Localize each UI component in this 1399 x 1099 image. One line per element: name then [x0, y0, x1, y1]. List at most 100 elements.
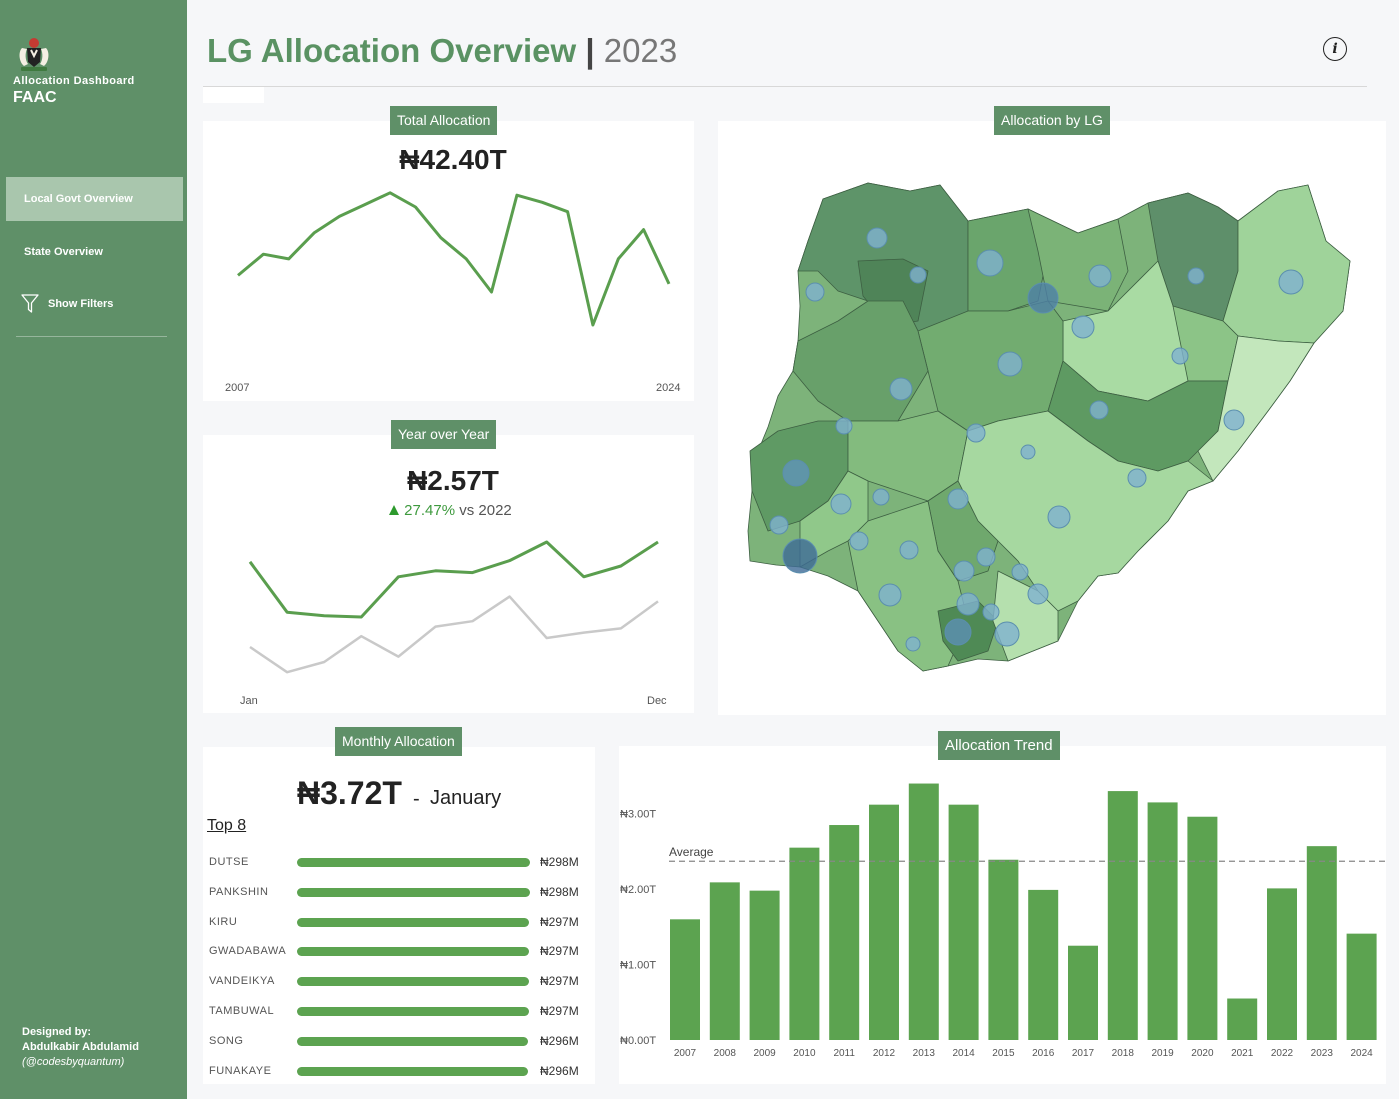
x-tick-label: 2020	[1191, 1048, 1214, 1059]
lg-name: GWADABAWA	[209, 945, 287, 958]
lg-row[interactable]: VANDEIKYA ₦297M	[209, 973, 589, 989]
lg-bar	[297, 887, 530, 897]
x-tick-label: 2014	[952, 1048, 975, 1059]
total-allocation-label: Total Allocation	[390, 106, 498, 135]
lg-name: VANDEIKYA	[209, 975, 275, 988]
lg-row[interactable]: DUTSE ₦298M	[209, 854, 589, 870]
allocation-trend-chart[interactable]: ₦0.00T ₦1.00T ₦2.00T ₦3.00T 2007 2008 2009 201…	[619, 746, 1386, 1084]
x-tick-label: 2009	[753, 1048, 776, 1059]
x-tick-label: 2015	[992, 1048, 1015, 1059]
y-tick-label: ₦2.00T	[620, 884, 656, 896]
lg-bar	[297, 1036, 529, 1046]
trend-bar	[869, 804, 899, 1040]
triangle-up-icon	[389, 505, 399, 515]
trend-bar	[1306, 846, 1337, 1040]
yoy-value: ₦2.57T	[407, 465, 499, 496]
yoy-card	[203, 435, 694, 713]
lg-bar	[297, 977, 530, 987]
total-allocation-sparkline[interactable]	[203, 121, 694, 401]
lg-value: ₦298M	[540, 855, 579, 869]
y-tick-label: ₦0.00T	[620, 1035, 656, 1047]
lg-row[interactable]: KIRU ₦297M	[209, 914, 589, 930]
x-tick-label: 2007	[674, 1048, 697, 1059]
lg-name: TAMBUWAL	[209, 1005, 275, 1017]
x-tick-label: 2016	[1032, 1048, 1055, 1059]
trend-bar	[1028, 889, 1059, 1040]
trend-bar	[908, 783, 939, 1040]
nigeria-lg-map[interactable]	[718, 121, 1386, 715]
title-year: 2023	[603, 32, 678, 69]
yoy-x-start: Jan	[240, 695, 258, 707]
lg-name: DUTSE	[209, 856, 249, 868]
x-tick-label: 2022	[1271, 1048, 1294, 1059]
trend-bar	[988, 859, 1019, 1040]
allocation-trend-label: Allocation Trend	[938, 731, 1060, 760]
lg-value: ₦296M	[540, 1033, 579, 1048]
monthly-allocation-value: ₦3.72T	[297, 775, 402, 811]
monthly-month: January	[430, 787, 502, 809]
lg-bar	[297, 858, 530, 867]
top8-link[interactable]: Top 8	[207, 817, 247, 834]
monthly-allocation-label: Monthly Allocation	[335, 727, 462, 756]
header-tab	[203, 87, 264, 103]
lg-name: KIRU	[209, 915, 238, 928]
monthly-allocation-card	[203, 747, 595, 1084]
lg-value: ₦297M	[540, 1004, 579, 1018]
x-tick-label: 2024	[1350, 1048, 1373, 1059]
lg-row[interactable]: PANKSHIN ₦298M	[209, 884, 589, 900]
monthly-dash: -	[413, 788, 420, 810]
lg-bar	[297, 1007, 530, 1016]
x-tick-label: 2017	[1072, 1048, 1095, 1059]
x-tick-label: 2019	[1151, 1048, 1174, 1059]
designer-credit: Designed by: Abdulkabir Abdulamid (@code…	[22, 1025, 139, 1070]
trend-bar	[1147, 802, 1178, 1040]
x-tick-label: 2010	[793, 1048, 816, 1059]
lg-name: SONG	[209, 1034, 244, 1047]
y-tick-label: ₦3.00T	[620, 809, 656, 821]
info-icon[interactable]: i	[1323, 37, 1347, 61]
map-label: Allocation by LG	[994, 106, 1110, 135]
yoy-current-line	[248, 540, 659, 619]
x-tick-label: 2013	[913, 1048, 936, 1059]
x-tick-label: 2008	[714, 1048, 737, 1059]
y-tick-label: ₦1.00T	[620, 960, 656, 972]
lg-row[interactable]: SONG ₦296M	[209, 1033, 589, 1049]
average-label: Average	[669, 845, 714, 859]
title-text: LG Allocation Overview	[207, 32, 577, 69]
yoy-chart[interactable]	[203, 435, 694, 713]
sparkline-x-start: 2007	[225, 382, 250, 394]
lg-name: PANKSHIN	[209, 885, 269, 898]
nav-local-govt-overview[interactable]: Local Govt Overview	[6, 177, 183, 221]
yoy-x-end: Dec	[647, 695, 667, 707]
trend-bar	[1267, 888, 1297, 1040]
trend-bar	[1346, 933, 1377, 1040]
lg-bar	[297, 917, 530, 927]
nav-label: State Overview	[24, 246, 103, 258]
filter-icon	[21, 294, 39, 313]
yoy-change: 27.47% vs 2022	[388, 502, 512, 519]
yoy-change-vs: vs 2022	[459, 502, 512, 519]
designer-handle[interactable]: (@codesbyquantum)	[22, 1056, 125, 1068]
nav-label: Local Govt Overview	[24, 193, 133, 205]
title-separator: |	[585, 32, 595, 69]
page-title: LG Allocation Overview | 2023	[207, 32, 677, 70]
coat-of-arms-icon	[19, 38, 49, 71]
brand-title: FAAC	[13, 89, 57, 106]
nav-state-overview[interactable]: State Overview	[6, 230, 183, 274]
trend-bar	[948, 804, 979, 1040]
lg-row[interactable]: GWADABAWA ₦297M	[209, 943, 589, 959]
total-allocation-line	[237, 191, 671, 327]
lg-row[interactable]: FUNAKAYE ₦296M	[209, 1063, 589, 1079]
lg-name: FUNAKAYE	[209, 1064, 272, 1077]
nav-show-filters[interactable]: Show Filters	[6, 282, 183, 326]
x-tick-label: 2012	[873, 1048, 896, 1059]
sidebar-divider	[16, 336, 167, 337]
x-tick-label: 2018	[1112, 1048, 1135, 1059]
sparkline-x-end: 2024	[656, 382, 681, 394]
header-divider	[203, 86, 1367, 87]
lg-bar	[297, 1066, 529, 1076]
trend-bar	[789, 847, 820, 1040]
trend-bar	[749, 890, 780, 1040]
total-allocation-value: ₦42.40T	[399, 144, 507, 175]
lg-row[interactable]: TAMBUWAL ₦297M	[209, 1003, 589, 1019]
